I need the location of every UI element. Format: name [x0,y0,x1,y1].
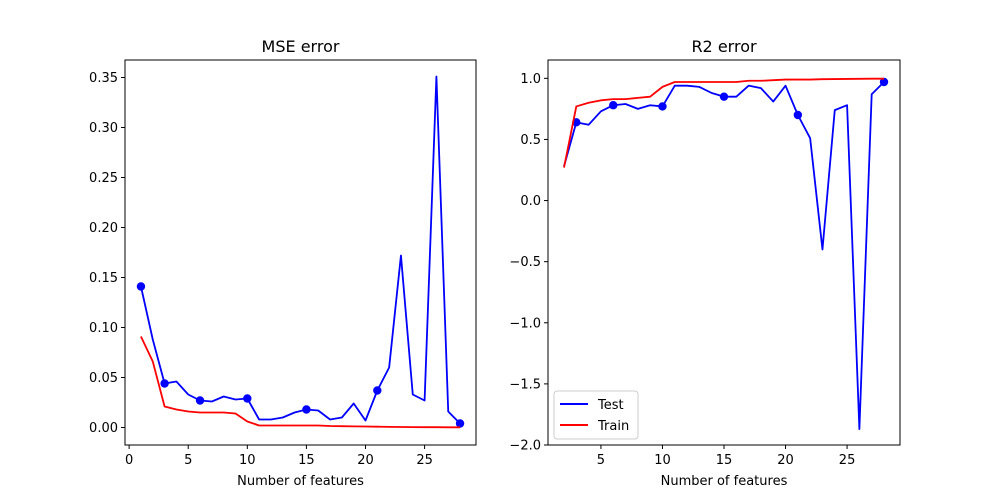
r2-x-tick-label: 20 [777,453,794,468]
r2-y-tick-label: 1.0 [520,72,541,87]
r2-test-marker [658,102,667,111]
r2-test-marker [793,110,803,120]
r2-x-axis: 5 10 15 20 25 [597,445,856,468]
r2-y-tick-label: −1.5 [509,377,541,392]
r2-subplot: R2 error 5 10 15 20 25 1.0 0.5 0.0 −0.5 −1.0 −1.5… [509,37,901,489]
legend-train-label: Train [597,419,629,434]
mse-y-tick-label: 0.30 [89,121,118,136]
r2-x-tick-label: 5 [597,453,605,468]
mse-x-tick-label: 5 [184,453,192,468]
r2-y-tick-label: 0.0 [520,194,541,209]
mse-x-axis-label: Number of features [237,474,364,489]
mse-y-tick-label: 0.20 [89,221,118,236]
mse-test-marker [455,419,465,428]
r2-x-tick-label: 25 [839,453,856,468]
mse-y-tick-label: 0.10 [89,321,118,336]
r2-test-marker [719,92,729,101]
mse-train-line [140,336,461,429]
r2-legend: Test Train [553,390,639,440]
mse-y-axis: 0.00 0.05 0.10 0.15 0.20 0.25 0.30 0.35 [89,71,125,436]
mse-test-marker [243,394,252,403]
mse-x-axis: 0 5 10 15 20 25 [125,445,433,468]
mse-test-marker [195,396,205,405]
mse-y-tick-label: 0.25 [89,171,118,186]
mse-axes-frame [124,59,477,446]
mse-y-tick-label: 0.00 [89,421,118,436]
r2-y-tick-label: −0.5 [509,255,541,270]
mse-test-marker [136,282,146,291]
mse-x-tick-label: 15 [298,453,315,468]
r2-test-marker [609,101,618,110]
mse-y-tick-label: 0.35 [89,71,118,86]
mse-x-tick-label: 20 [357,453,374,468]
r2-y-tick-label: 0.5 [520,133,541,148]
mse-test-marker [160,379,169,388]
r2-x-axis-label: Number of features [661,474,788,489]
mse-test-marker [373,386,382,395]
mse-test-marker [302,405,311,414]
r2-test-marker [879,77,889,87]
mse-x-tick-label: 25 [416,453,433,468]
r2-x-tick-label: 10 [654,453,671,468]
mse-subplot: MSE error 0 5 10 15 20 25 0.00 0.05 0.10 0.15 0.2… [89,37,477,489]
mse-x-tick-label: 0 [125,453,133,468]
r2-y-tick-label: −2.0 [509,439,541,454]
mse-y-tick-label: 0.15 [89,271,118,286]
mse-chart-title: MSE error [262,37,340,56]
mse-x-tick-label: 10 [239,453,256,468]
r2-y-axis: 1.0 0.5 0.0 −0.5 −1.0 −1.5 −2.0 [509,72,548,454]
legend-test-label: Test [597,398,624,413]
mse-y-tick-label: 0.05 [89,371,118,386]
r2-chart-title: R2 error [691,37,757,56]
r2-y-tick-label: −1.0 [509,316,541,331]
mse-test-line [140,75,461,425]
r2-x-tick-label: 15 [716,453,733,468]
r2-train-line [563,77,884,168]
